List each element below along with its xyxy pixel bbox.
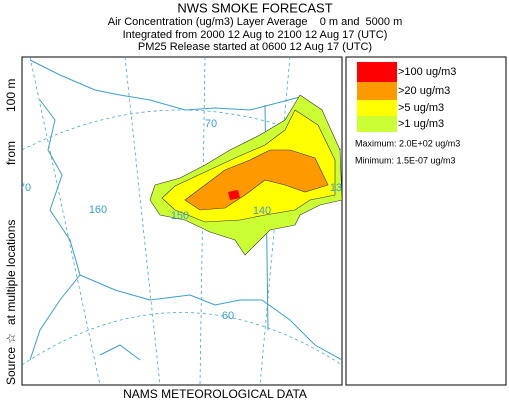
legend-swatch bbox=[357, 116, 397, 132]
legend-label: >5 ug/m3 bbox=[398, 102, 444, 114]
graticule-label: 60 bbox=[222, 310, 234, 322]
graticule-label: 160 bbox=[89, 204, 107, 216]
legend-label: >20 ug/m3 bbox=[398, 85, 450, 97]
side-label: Source ☆ at multiple locations from 100 … bbox=[4, 79, 18, 385]
graticule-label: 70 bbox=[205, 118, 217, 130]
subtitle: PM25 Release started at 0600 12 Aug 17 (… bbox=[138, 41, 372, 53]
title: NWS SMOKE FORECAST bbox=[177, 0, 332, 15]
side-text: from bbox=[4, 141, 18, 165]
coastline bbox=[29, 59, 342, 361]
graticule-label: 170 bbox=[13, 182, 31, 194]
graticule bbox=[124, 57, 161, 385]
subtitle: Integrated from 2000 12 Aug to 2100 12 A… bbox=[123, 29, 388, 41]
minimum: Minimum: 1.5E-07 ug/m3 bbox=[355, 155, 456, 165]
plume-3 bbox=[184, 149, 329, 211]
graticule bbox=[29, 57, 101, 385]
legend: >100 ug/m3 >20 ug/m3 >5 ug/m3 >1 ug/m3 bbox=[357, 62, 456, 132]
side-text: 100 m bbox=[4, 79, 18, 112]
graticule-label: 130 bbox=[330, 182, 348, 194]
side-text: at multiple locations bbox=[4, 220, 18, 325]
graticule bbox=[22, 312, 342, 366]
maximum: Maximum: 2.0E+02 ug/m3 bbox=[355, 138, 460, 148]
legend-label: >1 ug/m3 bbox=[398, 118, 444, 130]
legend-label: >100 ug/m3 bbox=[398, 66, 456, 78]
graticule-label: 140 bbox=[253, 205, 271, 217]
map: 170 160 150 140 130 70 60 bbox=[13, 57, 348, 385]
side-text: Source ☆ bbox=[4, 333, 18, 385]
graticule-label: 150 bbox=[171, 210, 189, 222]
plume-4 bbox=[228, 190, 240, 200]
legend-swatch bbox=[357, 82, 397, 100]
subtitle: Air Concentration (ug/m3) Layer Average … bbox=[108, 16, 403, 28]
legend-swatch bbox=[357, 62, 397, 82]
footer: NAMS METEOROLOGICAL DATA bbox=[123, 387, 307, 401]
legend-swatch bbox=[357, 100, 397, 116]
